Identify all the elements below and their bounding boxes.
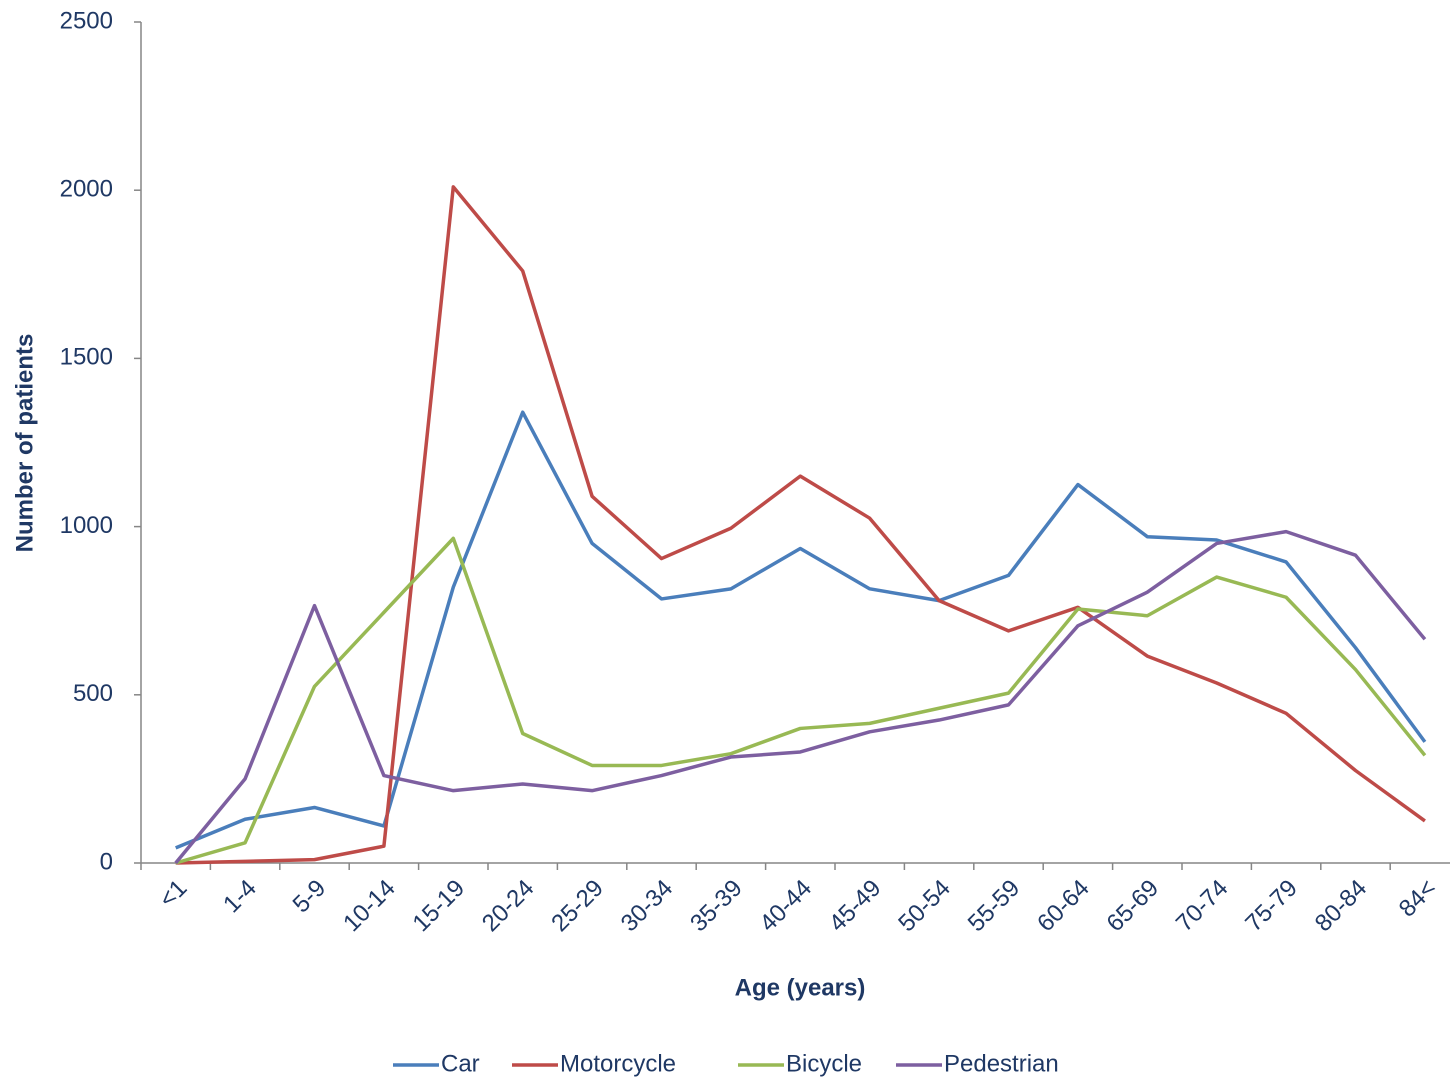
series-line (175, 410, 1427, 850)
x-tick-label: 55-59 (963, 875, 1026, 938)
x-tick-label: 10-14 (338, 875, 401, 938)
x-tick-label: 75-79 (1240, 875, 1303, 938)
x-tick-label: 40-44 (755, 875, 818, 938)
x-tick-label: 70-74 (1171, 875, 1234, 938)
x-tick-label: 60-64 (1032, 875, 1095, 938)
x-tick-label: 45-49 (824, 875, 887, 938)
y-tick-label: 2500 (60, 7, 113, 34)
x-tick-label: 84< (1394, 875, 1442, 923)
y-tick-label: 1000 (60, 512, 113, 539)
x-tick-label: 80-84 (1310, 875, 1373, 938)
y-axis-label: Number of patients (11, 334, 38, 553)
y-tick-label: 2000 (60, 176, 113, 203)
y-tick-label: 0 (100, 848, 113, 875)
legend-label: Bicycle (786, 1050, 862, 1077)
series-line (174, 529, 1427, 865)
series-line (175, 185, 1426, 865)
y-tick-label: 500 (73, 680, 113, 707)
x-tick-label: 1-4 (218, 875, 262, 919)
x-tick-label: 15-19 (408, 875, 471, 938)
y-tick-label: 1500 (60, 344, 113, 371)
legend-label: Pedestrian (944, 1050, 1059, 1077)
x-tick-label: 50-54 (893, 875, 956, 938)
x-axis-label: Age (years) (735, 974, 866, 1001)
x-tick-label: 5-9 (288, 875, 332, 919)
series-line (175, 536, 1427, 865)
x-tick-label: 25-29 (546, 875, 609, 938)
x-tick-label: <1 (154, 875, 192, 913)
legend-label: Motorcycle (560, 1050, 676, 1077)
x-tick-label: 65-69 (1102, 875, 1165, 938)
x-tick-label: 30-34 (616, 875, 679, 938)
x-tick-label: 20-24 (477, 875, 540, 938)
x-tick-label: 35-39 (685, 875, 748, 938)
legend-label: Car (441, 1050, 480, 1077)
